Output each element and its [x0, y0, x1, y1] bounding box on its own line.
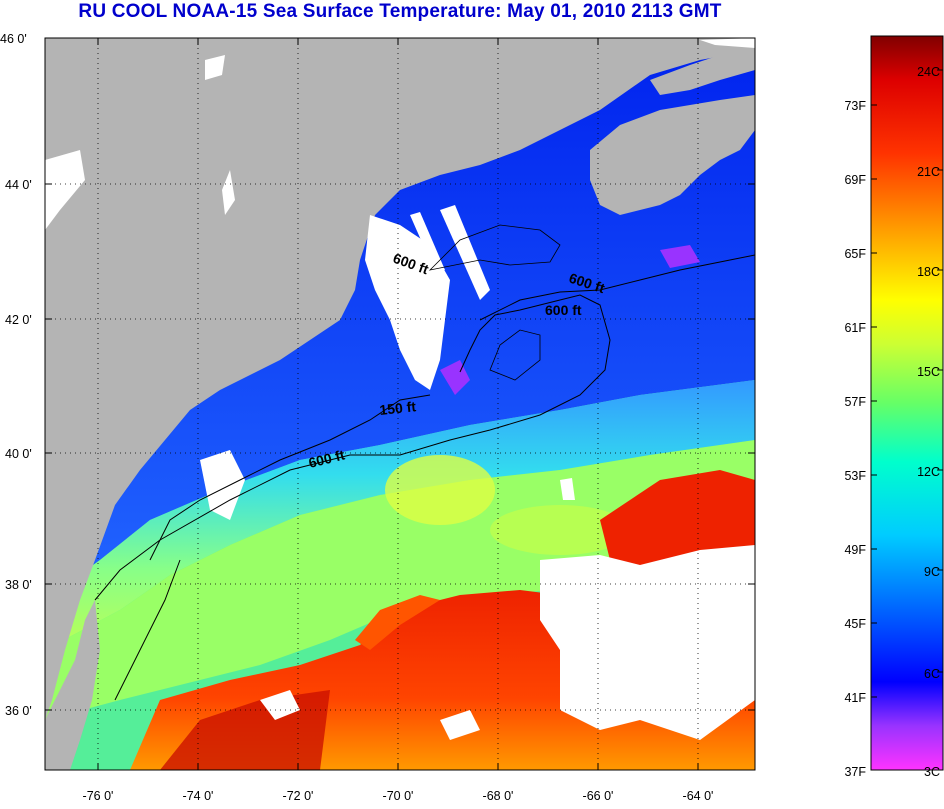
colorbar-label-f: 53F: [844, 469, 866, 483]
lon-tick: -72 0': [283, 789, 314, 803]
warm-eddy: [385, 455, 495, 525]
map-title: RU COOL NOAA-15 Sea Surface Temperature:…: [78, 1, 722, 22]
graticule: [45, 38, 755, 770]
map-frame: [44, 37, 756, 771]
lon-tick: -64 0': [683, 789, 714, 803]
colorbar-label-c: 21C: [917, 165, 940, 179]
colorbar-label-f: 45F: [844, 617, 866, 631]
lat-tick: 44 0': [5, 178, 32, 192]
colorbar-label-c: 6C: [924, 667, 940, 681]
colorbar-label-f: 69F: [844, 173, 866, 187]
colorbar-label-f: 57F: [844, 395, 866, 409]
lon-tick: -76 0': [83, 789, 114, 803]
colorbar-label-f: 41F: [844, 691, 866, 705]
colorbar-label-f: 65F: [844, 247, 866, 261]
contour-label: 600 ft: [545, 302, 582, 318]
nova-scotia-land: [590, 95, 755, 215]
colorbar-label-c: 24C: [917, 65, 940, 79]
lon-tick: -66 0': [583, 789, 614, 803]
lon-tick: -74 0': [183, 789, 214, 803]
lat-tick: 40 0': [5, 447, 32, 461]
lat-tick: 36 0': [5, 704, 32, 718]
colorbar-label-c: 15C: [917, 365, 940, 379]
colorbar-label-f: 49F: [844, 543, 866, 557]
colorbar-label-c: 3C: [924, 765, 940, 779]
colorbar-ticks: [871, 69, 943, 698]
lon-tick: -68 0': [483, 789, 514, 803]
lat-tick: 38 0': [5, 578, 32, 592]
lon-tick: -70 0': [383, 789, 414, 803]
axis-ticks: [45, 37, 755, 770]
colorbar-label-c: 12C: [917, 465, 940, 479]
colorbar-label-c: 18C: [917, 265, 940, 279]
colorbar-label-f: 37F: [844, 765, 866, 779]
transition-water: [45, 380, 755, 650]
map-area: 600 ft 600 ft 600 ft 150 ft 600 ft: [45, 38, 755, 770]
contour-150ft: [149, 394, 431, 561]
cloud-patch: [365, 215, 450, 390]
colorbar-label-c: 9C: [924, 565, 940, 579]
lat-tick: 42 0': [5, 313, 32, 327]
colorbar-label-f: 73F: [844, 99, 866, 113]
cloud-patch-southeast: [540, 545, 755, 740]
lat-tick: 46 0': [0, 32, 27, 46]
colorbar-label-f: 61F: [844, 321, 866, 335]
north-america-land: [45, 38, 755, 720]
colorbar: [870, 35, 944, 771]
contour-600ft: [94, 294, 611, 601]
